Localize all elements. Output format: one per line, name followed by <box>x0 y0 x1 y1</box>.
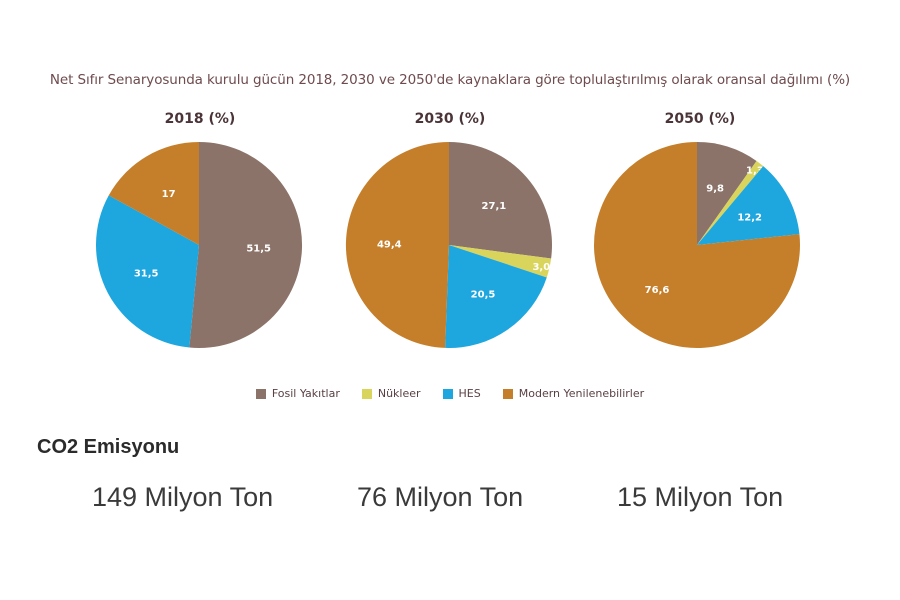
co2-value-2018: 149 Milyon Ton <box>92 482 274 512</box>
pie-slice-label-renewables: 49,4 <box>377 239 402 250</box>
pie-slice-fossil <box>189 142 303 348</box>
pie-slice-label-hydro: 20,5 <box>471 290 496 301</box>
legend-label: Fosil Yakıtlar <box>271 387 340 400</box>
legend-label: HES <box>458 387 481 400</box>
pie-slice-fossil <box>449 142 552 259</box>
pie-title-2030: 2030 (%) <box>414 111 486 127</box>
legend-swatch <box>255 388 266 399</box>
pie-slice-hydro <box>96 195 199 348</box>
pie-slice-label-renewables: 76,6 <box>645 285 670 296</box>
pie-slice-renewables <box>345 141 449 348</box>
co2-value-2050: 15 Milyon Ton <box>617 482 784 512</box>
pie-charts: 51,5 31,5 17 27,1 3,0 20,5 49,4 9,8 1,3 12,2 76,6 <box>96 141 801 349</box>
pie-slice-fossil <box>697 142 757 245</box>
pie-slice-nuclear <box>697 160 764 245</box>
legend-label: Nükleer <box>377 387 421 400</box>
legend-item-fossil: Fosil Yakıtlar <box>255 387 340 400</box>
pie-title-2050: 2050 (%) <box>664 111 736 127</box>
legend-item-nuclear: Nükleer <box>361 387 421 400</box>
co2-heading: CO2 Emisyonu <box>37 436 180 458</box>
pie-title-2018: 2018 (%) <box>164 111 236 127</box>
co2-value-2030: 76 Milyon Ton <box>357 482 524 512</box>
legend-item-renewables: Modern Yenilenebilirler <box>502 387 645 400</box>
pie-slice-nuclear <box>449 245 552 278</box>
pie-slice-hydro <box>445 245 547 349</box>
pie-slice-renewables <box>108 142 199 245</box>
pie-slice-label-hydro: 12,2 <box>737 212 762 223</box>
pie-slice-hydro <box>697 166 800 245</box>
legend-swatch <box>442 388 453 399</box>
legend-item-hydro: HES <box>442 387 481 400</box>
legend-swatch <box>502 388 513 399</box>
legend: Fosil Yakıtlar Nükleer HES Modern Yenile… <box>0 387 900 400</box>
pie-slice-label-fossil: 9,8 <box>706 184 724 195</box>
pie-slice-label-nuclear: 3,0 <box>532 262 550 273</box>
pie-slice-renewables <box>594 142 801 348</box>
pie-slice-label-fossil: 27,1 <box>482 201 507 212</box>
pie-slice-label-fossil: 51,5 <box>246 243 271 254</box>
legend-swatch <box>361 388 372 399</box>
pie-slice-label-hydro: 31,5 <box>134 269 159 280</box>
chart-title: Net Sıfır Senaryosunda kurulu gücün 2018… <box>49 72 851 88</box>
pie-slice-label-renewables: 17 <box>162 189 176 200</box>
pie-slice-label-nuclear: 1,3 <box>746 166 764 177</box>
legend-label: Modern Yenilenebilirler <box>518 387 645 400</box>
